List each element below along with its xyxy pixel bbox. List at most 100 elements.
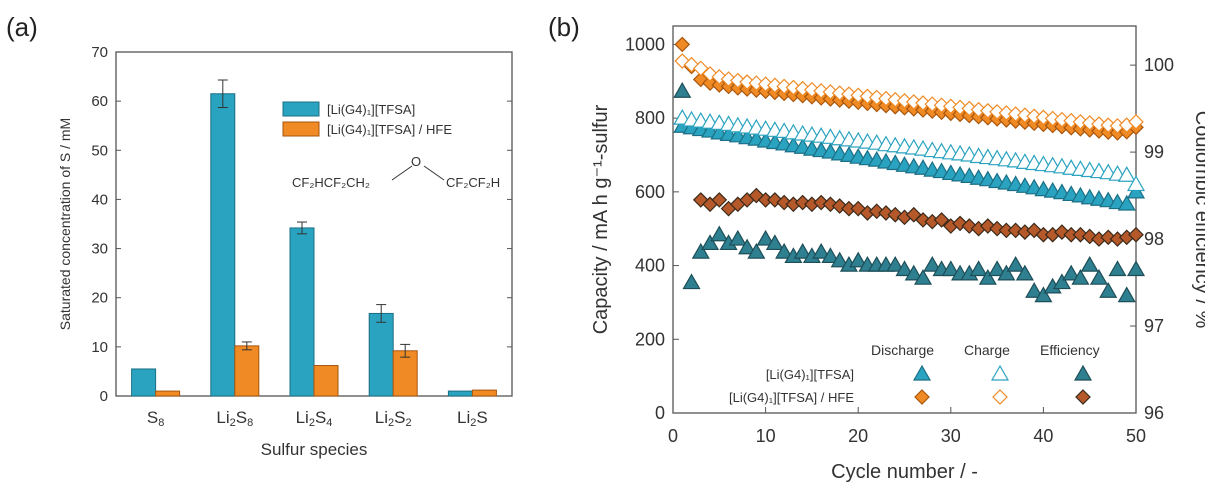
hfe-charge-point [1081,115,1098,131]
hfe-charge-point [748,75,765,91]
hfe-charge-point [887,91,904,108]
panel-b: (b) 0 10 20 30 40 50 0 200 400 600 800 1000 96 97 98 99… [548,12,1205,483]
hfe-charge-point [1044,110,1061,127]
y-tick-label: 200 [635,329,665,349]
tfsa-efficiency-point [913,268,933,285]
hfe-charge-point [841,86,857,103]
bar [234,345,260,397]
x-tick-label: Li2S4 [296,408,333,429]
tfsa-efficiency-point [701,234,720,251]
tfsa-efficiency-point [1080,255,1099,272]
legend-col-charge: Charge [964,342,1010,358]
y-tick-label: 20 [91,290,108,307]
formula-oxygen: O [411,154,421,169]
hfe-charge-point [942,98,959,115]
hfe-charge-point [961,100,978,117]
tfsa-efficiency-point [849,251,868,268]
hfe-charge-point [970,101,987,118]
tfsa-efficiency-point [682,273,701,290]
tfsa-efficiency-point [1034,286,1053,303]
tfsa-efficiency-point [812,242,831,259]
tfsa-efficiency-point [941,260,960,277]
y-tick-label: 600 [635,182,665,202]
tfsa-efficiency-point [756,229,775,246]
hfe-charge-point [767,77,783,94]
y-tick-label: 1000 [625,34,665,54]
bar [131,368,157,397]
tfsa-efficiency-point [988,260,1007,277]
x-tick-label: 40 [1033,426,1053,446]
hfe-charge-point [1091,116,1107,132]
hfe-charge-point [989,104,1005,120]
hfe-charge-point [757,76,774,93]
hfe-discharge-point [674,36,691,53]
formula-bond-right [423,165,445,181]
y2-tick-label: 97 [1144,316,1164,336]
y2-tick-label: 100 [1144,55,1174,75]
y-tick-label: 30 [91,241,108,258]
hfe-charge-point [850,87,867,104]
tfsa-efficiency-point [738,238,757,255]
y-axis-title: Capacity / mA h g⁻¹-sulfur [590,104,612,334]
tfsa-efficiency-point [969,260,988,277]
hfe-charge-point [1063,112,1080,129]
legend-swatch-tfsa [282,101,320,117]
tfsa-efficiency-point [1015,264,1034,281]
tfsa-efficiency-point [1089,268,1108,285]
tfsa-efficiency-point [895,260,914,277]
panel-a-axes: 0 10 20 30 40 50 60 70 Saturated concentration o… [57,44,513,459]
tfsa-charge-point [1126,175,1146,192]
y2-tick-label: 96 [1144,403,1164,423]
y-axis-title: Saturated concentration of S / mM [57,118,73,330]
hfe-efficiency-point [1128,226,1144,243]
y-tick-label: 60 [91,93,108,110]
hfe-charge-point [785,79,802,96]
hfe-charge-point [822,84,839,100]
legend-marker-tfsa-efficiency [1073,364,1093,381]
hfe-charge-point [831,85,848,101]
hfe-charge-point [804,81,820,98]
tfsa-efficiency-point [1006,255,1025,272]
x-tick-label: 20 [848,426,868,446]
x-tick-label: Li2S [457,408,488,429]
hfe-efficiency-point [933,212,950,228]
y-tick-label: 400 [635,256,665,276]
y-tick-label: 0 [655,403,665,423]
tfsa-efficiency-point [1052,273,1071,290]
panel-b-points [673,36,1146,303]
legend-col-efficiency: Efficiency [1040,342,1100,358]
panel-a-bars [131,79,497,397]
y2-tick-label: 98 [1144,229,1164,249]
legend-markers [912,364,1093,405]
bar [210,93,236,397]
tfsa-efficiency-point [923,255,942,272]
hfe-charge-point [933,97,950,114]
hfe-charge-point [979,102,996,119]
hfe-charge-point [859,88,876,105]
bar [447,390,473,397]
legend-label-hfe: [Li(G4)₁][TFSA] / HFE [327,122,452,137]
panel-a-label: (a) [6,12,38,42]
y-tick-label: 70 [91,44,108,61]
legend-row-tfsa: [Li(G4)₁][TFSA] [766,367,854,382]
hfe-charge-point [1017,107,1033,124]
tfsa-efficiency-point [1108,260,1127,277]
x-tick-label: 0 [668,426,678,446]
legend-marker-tfsa-discharge [912,364,932,381]
hfe-charge-point [915,95,931,111]
hfe-charge-point [905,94,922,110]
hfe-charge-point [813,83,830,99]
tfsa-efficiency-point [978,268,997,285]
tfsa-efficiency-point [1071,268,1090,285]
y-tick-label: 0 [100,388,108,405]
formula-left: CF₂HCF₂CH₂ [292,175,370,190]
legend-marker-tfsa-charge [990,364,1010,381]
hfe-charge-point [1128,113,1144,130]
hfe-charge-point [739,74,755,90]
bar [289,227,315,397]
panel-b-frame [672,25,1137,414]
bar [155,390,181,397]
tfsa-efficiency-point [775,242,794,259]
x-tick-label: Li2S8 [216,408,253,429]
